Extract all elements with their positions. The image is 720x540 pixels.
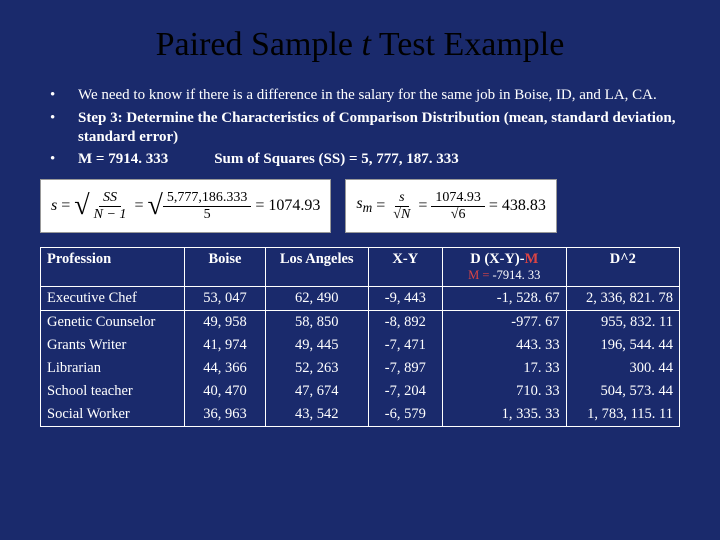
- f2-N: N: [401, 207, 410, 222]
- cell-boise: 36, 963: [185, 403, 265, 427]
- cell-d2: 1, 783, 115. 11: [566, 403, 679, 427]
- cell-d2: 2, 336, 821. 78: [566, 287, 679, 311]
- cell-d: 443. 33: [442, 334, 566, 357]
- f2-s: s: [395, 190, 408, 207]
- f2-result: 438.83: [502, 197, 546, 215]
- f1-den: 5: [200, 207, 215, 223]
- title-post: Test Example: [371, 26, 564, 63]
- cell-d: 17. 33: [442, 357, 566, 380]
- th-d: D (X-Y)-M M = -7914. 33: [442, 248, 566, 287]
- cell-d2: 300. 44: [566, 357, 679, 380]
- cell-d: 1, 335. 33: [442, 403, 566, 427]
- cell-profession: Librarian: [41, 357, 185, 380]
- cell-xy: -6, 579: [368, 403, 442, 427]
- title-pre: Paired Sample: [156, 26, 362, 63]
- cell-boise: 44, 366: [185, 357, 265, 380]
- bullet-1: • We need to know if there is a differen…: [50, 86, 680, 105]
- title-italic: t: [361, 26, 370, 63]
- bullet-dot: •: [50, 86, 78, 105]
- cell-xy: -9, 443: [368, 287, 442, 311]
- cell-d: 710. 33: [442, 380, 566, 403]
- cell-la: 52, 263: [265, 357, 368, 380]
- table-row: Executive Chef 53, 047 62, 490 -9, 443 -…: [41, 287, 680, 311]
- th-d2: D^2: [566, 248, 679, 287]
- f1-result: 1074.93: [268, 197, 320, 215]
- cell-boise: 40, 470: [185, 380, 265, 403]
- f1-ss: SS: [99, 190, 121, 207]
- cell-xy: -7, 204: [368, 380, 442, 403]
- cell-boise: 49, 958: [185, 311, 265, 335]
- cell-la: 62, 490: [265, 287, 368, 311]
- bullet-3-text: M = 7914. 333 Sum of Squares (SS) = 5, 77…: [78, 150, 680, 169]
- formula-std-error: sm= s√N = 1074.93√6 =438.83: [345, 179, 557, 233]
- cell-la: 43, 542: [265, 403, 368, 427]
- th-la: Los Angeles: [265, 248, 368, 287]
- cell-la: 49, 445: [265, 334, 368, 357]
- bullet-dot: •: [50, 150, 78, 169]
- cell-la: 58, 850: [265, 311, 368, 335]
- cell-profession: Grants Writer: [41, 334, 185, 357]
- bullet-dot: •: [50, 109, 78, 147]
- cell-d2: 955, 832. 11: [566, 311, 679, 335]
- cell-la: 47, 674: [265, 380, 368, 403]
- formula-std-dev: s= √SSN − 1 = √5,777,186.3335 =1074.93: [40, 179, 331, 233]
- f2-num: 1074.93: [431, 190, 485, 207]
- th-d-l2a: M =: [468, 268, 492, 282]
- cell-d2: 504, 573. 44: [566, 380, 679, 403]
- cell-xy: -7, 897: [368, 357, 442, 380]
- bullet-1-text: We need to know if there is a difference…: [78, 86, 680, 105]
- bullet-2: • Step 3: Determine the Characteristics …: [50, 109, 680, 147]
- cell-boise: 53, 047: [185, 287, 265, 311]
- cell-d: -977. 67: [442, 311, 566, 335]
- table-body: Executive Chef 53, 047 62, 490 -9, 443 -…: [41, 287, 680, 427]
- table-header-row: Profession Boise Los Angeles X-Y D (X-Y)…: [41, 248, 680, 287]
- table-row: School teacher 40, 470 47, 674 -7, 204 7…: [41, 380, 680, 403]
- cell-d2: 196, 544. 44: [566, 334, 679, 357]
- slide-title: Paired Sample t Test Example: [40, 26, 680, 64]
- th-profession: Profession: [41, 248, 185, 287]
- bullet-3b: Sum of Squares (SS) = 5, 777, 187. 333: [214, 151, 459, 167]
- cell-xy: -8, 892: [368, 311, 442, 335]
- table-row: Genetic Counselor 49, 958 58, 850 -8, 89…: [41, 311, 680, 335]
- f1-num: 5,777,186.333: [163, 190, 252, 207]
- table-row: Librarian 44, 366 52, 263 -7, 897 17. 33…: [41, 357, 680, 380]
- formula-row: s= √SSN − 1 = √5,777,186.3335 =1074.93 s…: [40, 179, 680, 233]
- slide-container: Paired Sample t Test Example • We need t…: [0, 0, 720, 540]
- cell-d: -1, 528. 67: [442, 287, 566, 311]
- cell-profession: Executive Chef: [41, 287, 185, 311]
- f1-n1: N − 1: [90, 207, 131, 223]
- table-row: Grants Writer 41, 974 49, 445 -7, 471 44…: [41, 334, 680, 357]
- th-d-l1b: M: [525, 251, 539, 267]
- th-boise: Boise: [185, 248, 265, 287]
- th-d-l1a: D (X-Y)-: [470, 251, 524, 267]
- cell-profession: School teacher: [41, 380, 185, 403]
- bullet-3a: M = 7914. 333: [78, 151, 168, 167]
- bullet-2-text: Step 3: Determine the Characteristics of…: [78, 109, 680, 147]
- th-xy: X-Y: [368, 248, 442, 287]
- cell-xy: -7, 471: [368, 334, 442, 357]
- f2-den: 6: [458, 207, 465, 222]
- data-table: Profession Boise Los Angeles X-Y D (X-Y)…: [40, 247, 680, 427]
- cell-profession: Social Worker: [41, 403, 185, 427]
- table-row: Social Worker 36, 963 43, 542 -6, 579 1,…: [41, 403, 680, 427]
- cell-boise: 41, 974: [185, 334, 265, 357]
- th-d-l2b: -7914. 33: [493, 268, 541, 282]
- bullet-3: • M = 7914. 333 Sum of Squares (SS) = 5, …: [50, 150, 680, 169]
- cell-profession: Genetic Counselor: [41, 311, 185, 335]
- bullet-list: • We need to know if there is a differen…: [40, 86, 680, 169]
